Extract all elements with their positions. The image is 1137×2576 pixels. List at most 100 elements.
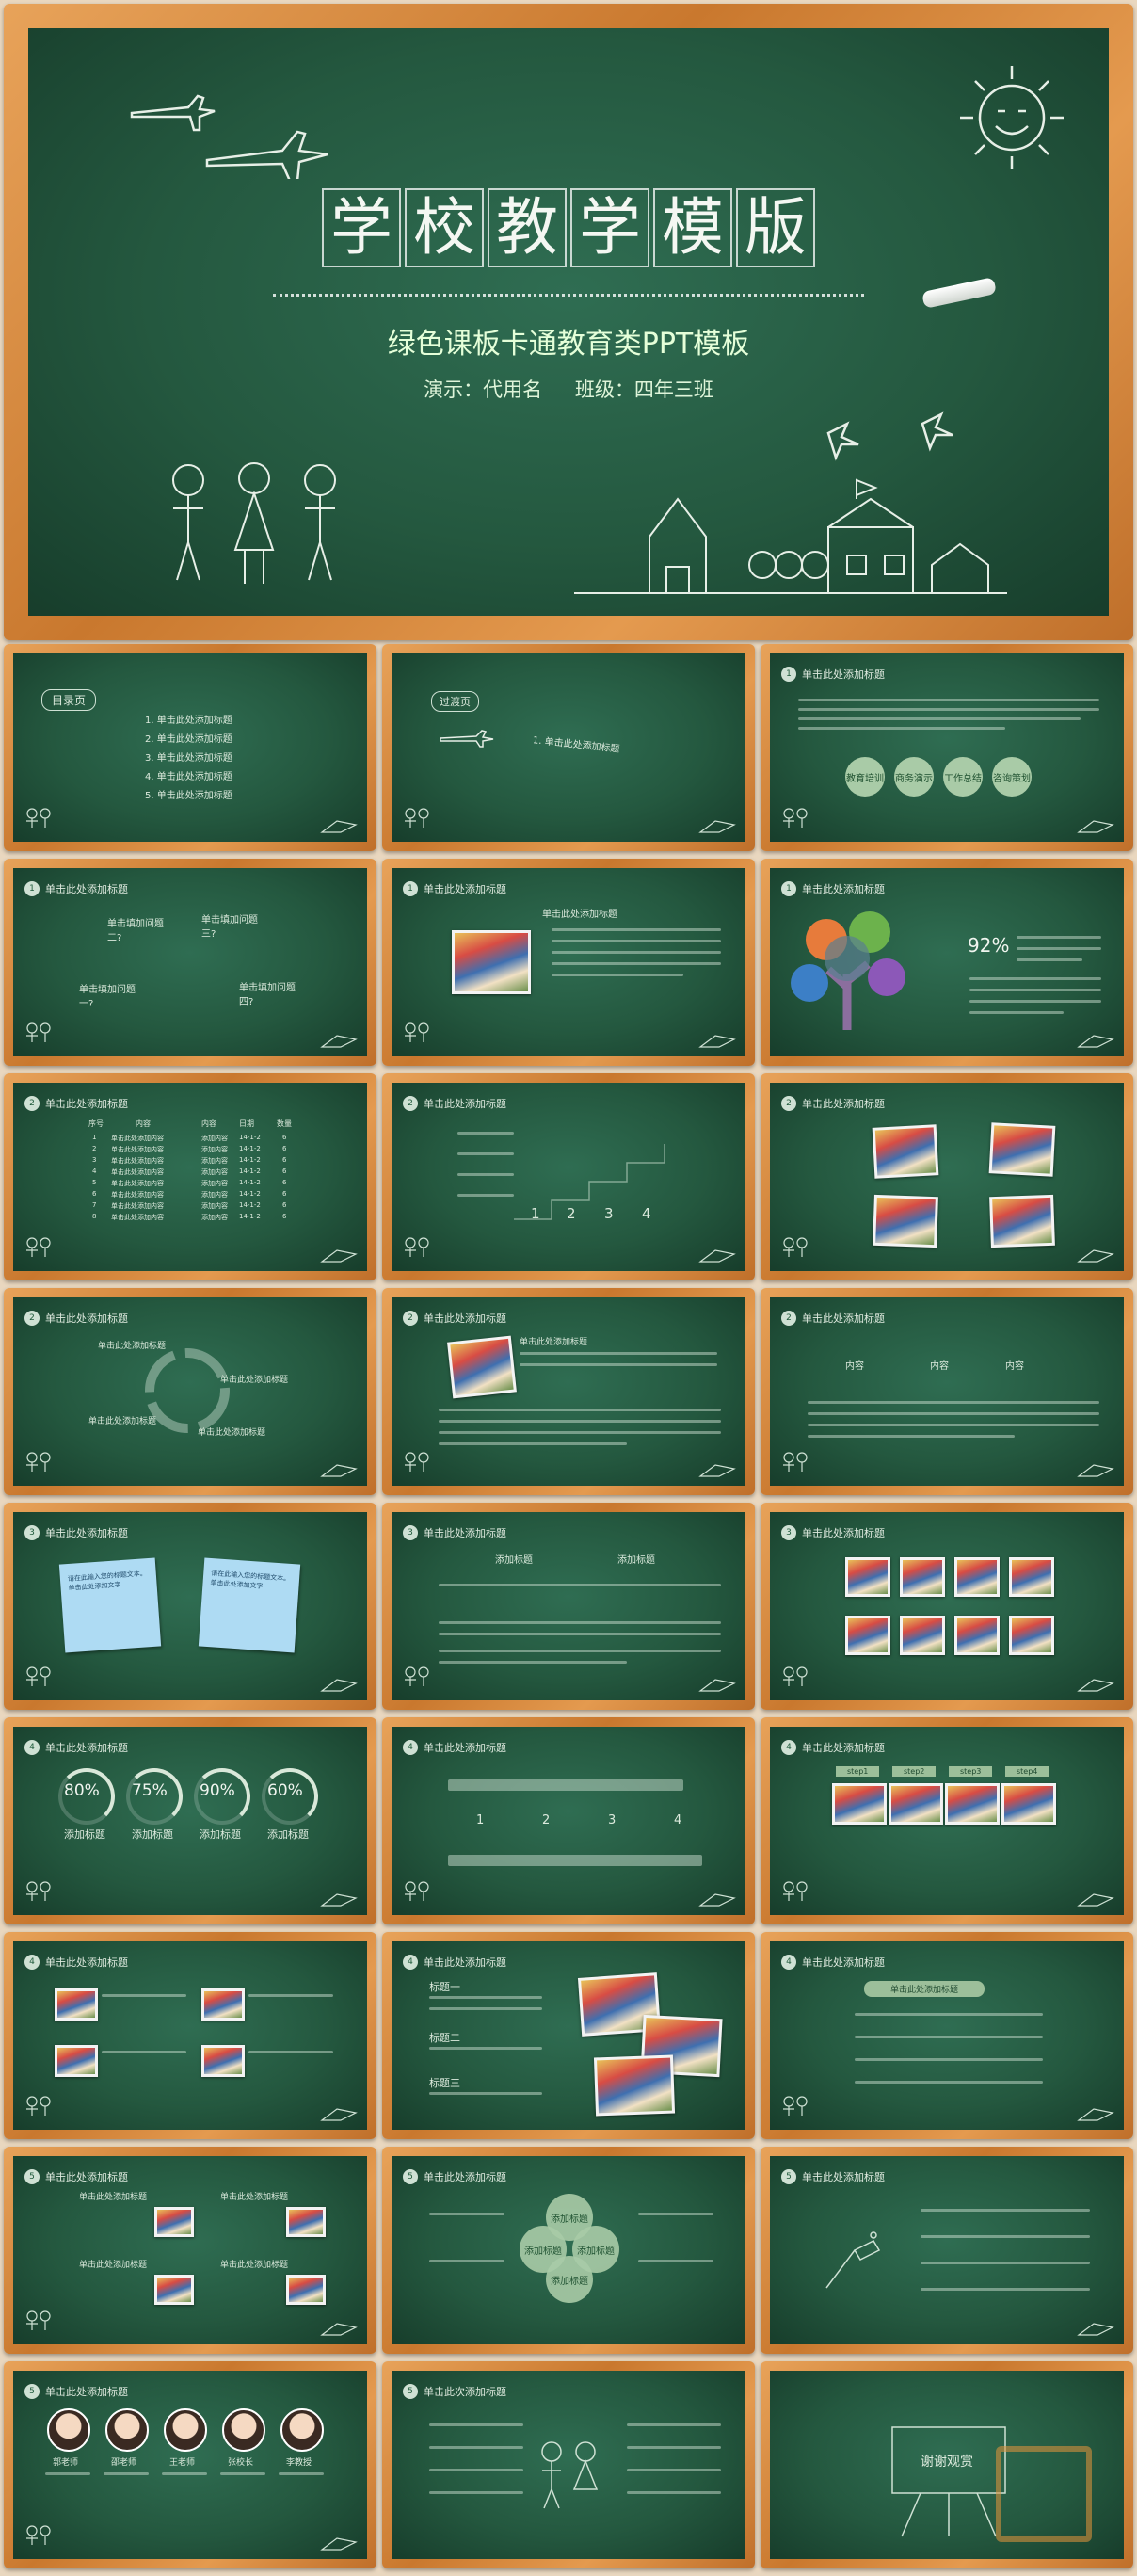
text-line (45, 2472, 90, 2475)
topic-circle[interactable]: 咨询策划 (992, 757, 1032, 797)
class-photo (201, 2045, 245, 2077)
content-label: 内容 (930, 1361, 949, 1372)
title-char: 版 (736, 188, 815, 267)
section-title: 单击此处添加标题 (520, 1338, 588, 1347)
step-label: step4 (1005, 1766, 1049, 1777)
percent-title: 添加标题 (132, 1828, 173, 1841)
slide-questions[interactable]: 1 单击此处添加标题 单击填加问题二? 单击填加问题三? 单击填加问题一? 单击填… (4, 859, 376, 1066)
slide-photos4[interactable]: 2 单击此处添加标题 (761, 1073, 1133, 1280)
kid-doodle-icon (783, 1237, 808, 1257)
text-line (102, 1994, 186, 1997)
slide-three-content[interactable]: 2 单击此处添加标题 内容 内容 内容 (761, 1288, 1133, 1495)
thanks-text: 谢谢观赏 (921, 2455, 973, 2470)
class-photo (988, 1122, 1056, 1177)
slide-step-photos[interactable]: 4 单击此处添加标题 step1 step2 step3 step4 (761, 1717, 1133, 1924)
slide-photo-grid[interactable]: 3 单击此处添加标题 (761, 1503, 1133, 1710)
title-char: 模 (653, 188, 732, 267)
topic-circle[interactable]: 工作总结 (943, 757, 983, 797)
text-line (102, 2051, 186, 2053)
section-title: 单击此处添加标题 (542, 910, 617, 920)
slide-cycle[interactable]: 2 单击此处添加标题 单击此处添加标题 单击此处添加标题 单击此处添加标题 单击此… (4, 1288, 376, 1495)
kid-doodle-icon (405, 1452, 429, 1472)
text-line (448, 1855, 702, 1866)
topic-circle[interactable]: 教育培训 (845, 757, 885, 797)
slide-table[interactable]: 2 单击此处添加标题 序号 内容 内容 日期 数量 1 单击此处添加内容 添加内容 14… (4, 1073, 376, 1280)
slide-board: 5 单击此处添加标题 添加标题 添加标题 添加标题 添加标题 (392, 2156, 745, 2344)
slide-header: 2 单击此处添加标题 (24, 1096, 128, 1111)
slide-kids-text[interactable]: 5 单击此次添加标题 (382, 2361, 755, 2568)
book-doodle-icon (698, 1035, 736, 1048)
slide-transition[interactable]: 过渡页 1. 单击此处添加标题 (382, 644, 755, 851)
slide-photo-article[interactable]: 2 单击此处添加标题 单击此处添加标题 (382, 1288, 755, 1495)
class-photo (845, 1557, 890, 1597)
slide-number-badge: 5 (403, 2169, 418, 2184)
text-line (439, 1584, 721, 1586)
book-doodle-icon (320, 2537, 358, 2551)
slide-steps[interactable]: 2 单击此处添加标题 1 2 3 4 (382, 1073, 755, 1280)
slide-heading: 单击此处添加标题 (802, 1956, 885, 1969)
slide-heading: 单击此处添加标题 (424, 1312, 506, 1325)
table-cell: 添加内容 (201, 1135, 228, 1142)
slide-number-badge: 4 (403, 1955, 418, 1970)
question-item: 单击填加问题三? (201, 915, 258, 940)
slide-number-badge: 2 (24, 1096, 40, 1111)
text-line (1017, 936, 1101, 939)
slide-heading: 单击此处添加标题 (45, 1742, 128, 1754)
slide-toc[interactable]: 目录页 1. 单击此处添加标题 2. 单击此处添加标题 3. 单击此处添加标题 … (4, 644, 376, 851)
slide-header: 5 单击此处添加标题 (403, 2169, 506, 2184)
topic-circle[interactable]: 商务演示 (894, 757, 934, 797)
slide-heading: 单击此处添加标题 (802, 2171, 885, 2183)
sub-heading: 添加标题 (617, 1555, 655, 1566)
sticky-note: 请在此输入您的标题文本。单击此处添加文字 (58, 1557, 162, 1653)
slide-venn[interactable]: 5 单击此处添加标题 添加标题 添加标题 添加标题 添加标题 (382, 2147, 755, 2354)
slide-board: 谢谢观赏 (770, 2371, 1124, 2559)
slide-heading: 单击此处添加标题 (45, 2386, 128, 2398)
text-line (248, 2051, 333, 2053)
toc-item: 3. 单击此处添加标题 (145, 753, 232, 764)
text-line (439, 1409, 721, 1411)
slide-board: 4 单击此处添加标题 80% 75% 90% 60% 添加标题 添加标题 添加标题… (13, 1727, 367, 1915)
slide-two-headings[interactable]: 3 单击此处添加标题 添加标题 添加标题 (382, 1503, 755, 1710)
teacher-name: 王老师 (169, 2458, 196, 2468)
slide-bar-list[interactable]: 4 单击此处添加标题 单击此处添加标题 (761, 1932, 1133, 2139)
slide-four-items[interactable]: 5 单击此处添加标题 单击此处添加标题 单击此处添加标题 单击此处添加标题 单击此… (4, 2147, 376, 2354)
slide-board: 4 单击此处添加标题 step1 step2 step3 step4 (770, 1727, 1124, 1915)
slide-heading: 单击此次添加标题 (424, 2386, 506, 2398)
kid-doodle-icon (783, 1666, 808, 1686)
book-doodle-icon (698, 1893, 736, 1907)
title-char: 学 (322, 188, 401, 267)
slide-heading: 单击此处添加标题 (45, 1098, 128, 1110)
slide-titles[interactable]: 4 单击此处添加标题 标题一 标题二 标题三 (382, 1932, 755, 2139)
slide-photo-text[interactable]: 1 单击此处添加标题 单击此处添加标题 (382, 859, 755, 1066)
class-photo (154, 2275, 194, 2305)
slide-team[interactable]: 5 单击此处添加标题 郭老师 邵老师 王老师 张校长 李教授 (4, 2361, 376, 2568)
item-heading: 单击此处添加标题 (79, 2193, 148, 2202)
text-line (552, 928, 721, 931)
transition-item: 1. 单击此处添加标题 (532, 735, 620, 755)
text-line (969, 977, 1101, 980)
slide-circles[interactable]: 1 单击此处添加标题 教育培训 商务演示 工作总结 咨询策划 (761, 644, 1133, 851)
slide-numbered[interactable]: 4 单击此处添加标题 1 2 3 4 (382, 1717, 755, 1924)
slide-photo-list[interactable]: 4 单击此处添加标题 (4, 1932, 376, 2139)
slide-notes[interactable]: 3 单击此处添加标题 请在此输入您的标题文本。单击此处添加文字 请在此输入您的标题… (4, 1503, 376, 1710)
slide-heading: 单击此处添加标题 (802, 1098, 885, 1110)
slide-number-badge: 4 (403, 1740, 418, 1755)
table-cell: 添加内容 (201, 1146, 228, 1153)
slide-thanks[interactable]: 谢谢观赏 (761, 2361, 1133, 2568)
slide-number-badge: 4 (781, 1955, 796, 1970)
text-line (104, 2472, 149, 2475)
slide-tree[interactable]: 1 单击此处添加标题 92% (761, 859, 1133, 1066)
slide-doodle-list[interactable]: 5 单击此处添加标题 (761, 2147, 1133, 2354)
book-doodle-icon (1077, 1464, 1114, 1477)
text-line (921, 2262, 1090, 2264)
book-doodle-icon (698, 1679, 736, 1692)
slide-percents[interactable]: 4 单击此处添加标题 80% 75% 90% 60% 添加标题 添加标题 添加标题… (4, 1717, 376, 1924)
slide-header: 2 单击此处添加标题 (403, 1096, 506, 1111)
table-cell: 单击此处添加内容 (111, 1191, 164, 1199)
percent-value: 80% (64, 1781, 100, 1800)
text-line (552, 974, 683, 976)
slide-heading: 单击此处添加标题 (45, 1527, 128, 1539)
class-photo (945, 1783, 1000, 1825)
percent-value: 92% (968, 934, 1010, 957)
hero-slide[interactable]: 学校教学模版 绿色课板卡通教育类PPT模板 演示：代用名 班级：四年三班 (4, 4, 1133, 640)
